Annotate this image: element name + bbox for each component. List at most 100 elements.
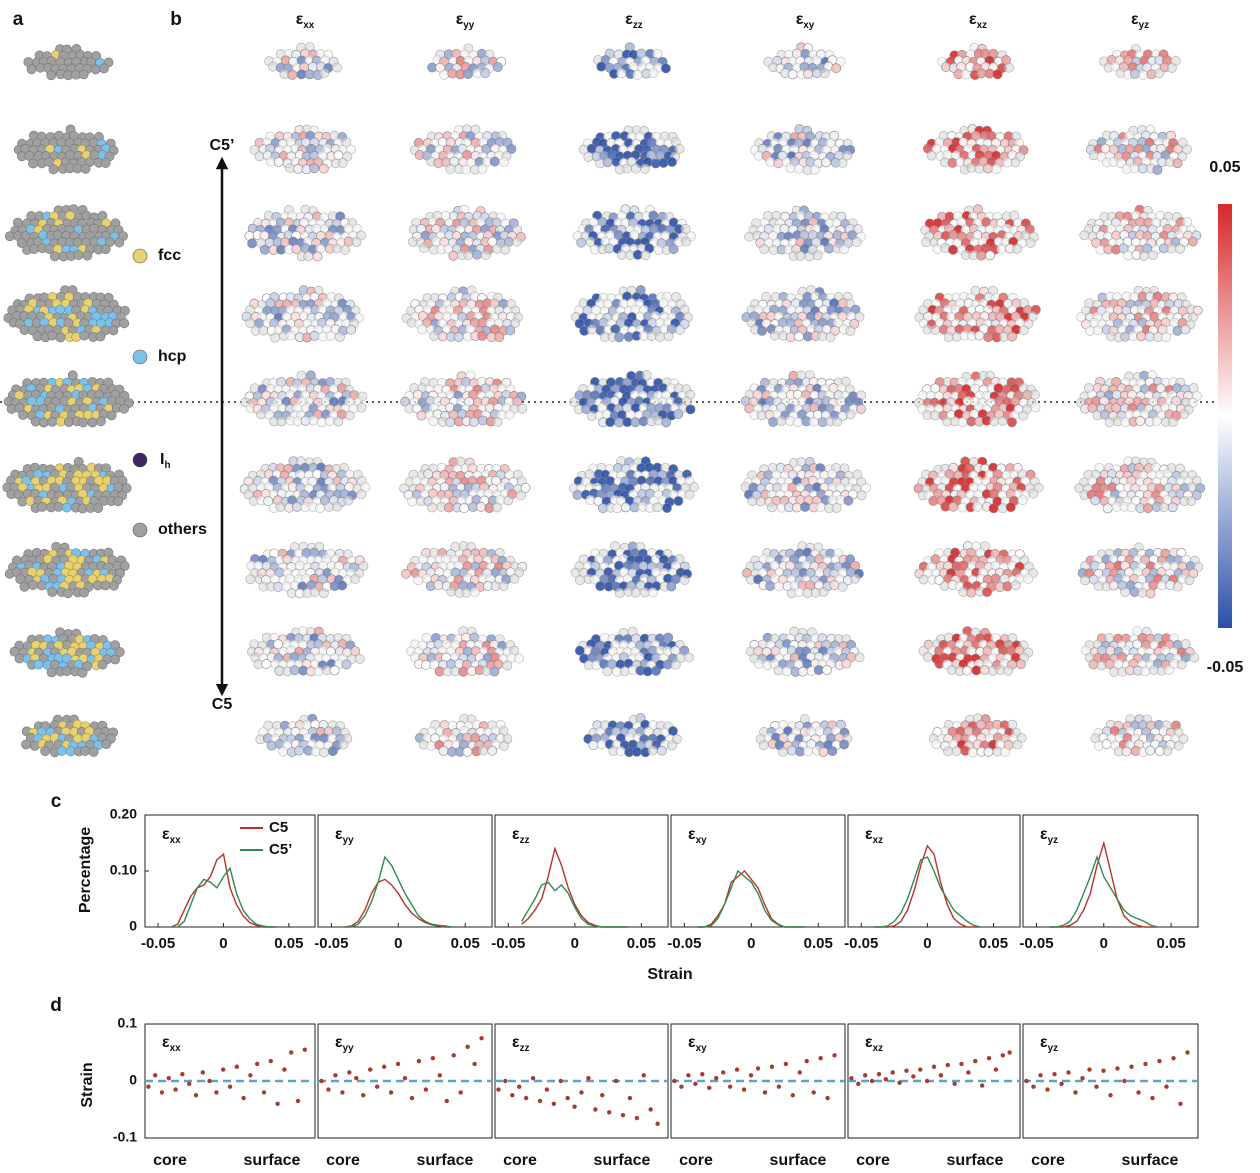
atom <box>60 397 69 406</box>
particle <box>241 371 367 427</box>
particle <box>919 627 1033 676</box>
y-tick-label: 0.10 <box>110 862 137 878</box>
point <box>403 1076 407 1080</box>
particle <box>5 205 127 262</box>
atom <box>1173 582 1182 591</box>
point <box>368 1067 372 1071</box>
plot-frame <box>671 815 845 927</box>
particle <box>246 542 368 598</box>
atom <box>1181 639 1190 648</box>
x-tick-label: 0.05 <box>804 935 833 952</box>
particle <box>402 286 523 342</box>
atom <box>274 157 283 166</box>
plot-frame <box>495 815 668 927</box>
atom <box>1124 251 1133 260</box>
atom <box>469 417 478 426</box>
atom <box>419 243 428 252</box>
point <box>445 1099 449 1103</box>
atom <box>102 740 111 749</box>
atom <box>91 65 100 74</box>
atom <box>21 740 30 749</box>
atom <box>759 741 768 750</box>
atom <box>765 581 774 590</box>
atom <box>596 582 605 591</box>
atom <box>967 588 976 597</box>
atom <box>262 659 271 668</box>
chart-title: εxz <box>865 826 883 845</box>
point <box>194 1093 198 1097</box>
point <box>361 1093 365 1097</box>
chart-title-sub: yy <box>343 1042 355 1053</box>
plot-frame <box>318 815 492 927</box>
legend-marker <box>133 523 147 537</box>
atom <box>961 70 970 79</box>
atom <box>642 370 651 379</box>
atom <box>313 252 322 261</box>
atom <box>20 582 29 591</box>
atom <box>325 416 334 425</box>
chart-title: εyy <box>335 1034 354 1053</box>
atom <box>959 561 968 570</box>
atom <box>276 502 285 511</box>
atom <box>653 503 662 512</box>
atom <box>828 746 837 755</box>
atom <box>246 575 255 584</box>
atom <box>1159 503 1168 512</box>
column-header: εyy <box>456 11 475 30</box>
atom <box>1016 660 1025 669</box>
atom <box>510 574 519 583</box>
atom <box>584 152 593 161</box>
particle <box>402 541 527 597</box>
atom <box>1013 740 1022 749</box>
x-tick-label: 0 <box>219 935 227 952</box>
atom <box>1164 665 1173 674</box>
atom <box>982 587 991 596</box>
atom <box>434 580 443 589</box>
particle <box>579 125 684 174</box>
point <box>586 1076 590 1080</box>
atom <box>481 68 490 77</box>
atom <box>499 581 508 590</box>
atom <box>857 491 866 500</box>
atom <box>267 741 276 750</box>
point <box>262 1090 266 1094</box>
atom <box>109 326 118 335</box>
atom <box>332 63 341 72</box>
particle <box>741 457 871 512</box>
particle <box>415 714 512 756</box>
line <box>875 857 981 927</box>
atom <box>5 232 14 241</box>
atom <box>770 331 779 340</box>
atom <box>448 69 457 78</box>
point <box>396 1062 400 1066</box>
atom <box>667 741 676 750</box>
x-tick-label: -0.05 <box>491 935 525 952</box>
legend-label: hcp <box>158 348 187 365</box>
particle <box>742 285 864 341</box>
chart-title: εyz <box>1040 826 1058 845</box>
particle <box>569 370 695 427</box>
atom <box>1019 411 1028 420</box>
particle <box>929 714 1026 757</box>
atom <box>930 411 939 420</box>
x-tick-label: 0.05 <box>274 935 303 952</box>
x-label: surface <box>594 1152 651 1169</box>
atom <box>655 332 664 341</box>
point <box>686 1073 690 1077</box>
colorbar-label: 0.05 <box>1209 159 1240 176</box>
particle <box>575 627 693 676</box>
atom <box>120 319 129 328</box>
x-tick-label: 0 <box>923 935 931 952</box>
particle <box>584 714 682 757</box>
atom <box>414 576 423 585</box>
particle <box>10 628 125 678</box>
line <box>171 868 276 927</box>
atom <box>930 325 939 334</box>
atom <box>48 417 57 426</box>
legend-label: others <box>158 521 207 538</box>
atom <box>756 497 765 506</box>
atom <box>794 588 803 597</box>
atom <box>1103 504 1112 513</box>
atom <box>991 574 1000 583</box>
atom <box>1130 69 1139 78</box>
